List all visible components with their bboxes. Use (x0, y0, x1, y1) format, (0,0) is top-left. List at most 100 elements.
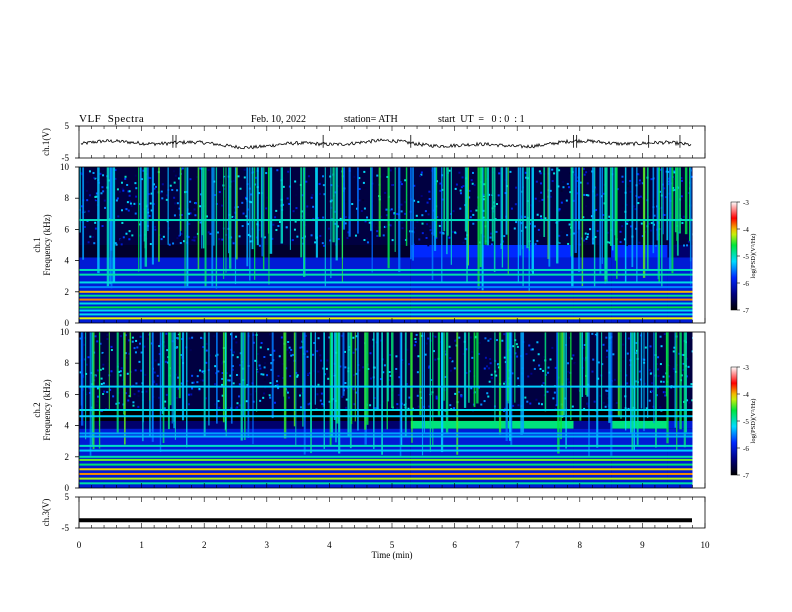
spectrogram-speckle (469, 210, 472, 213)
colorbar-tick-label: -3 (743, 199, 749, 207)
spectrogram-speckle (172, 242, 175, 245)
spectrogram-speckle (320, 359, 323, 362)
spectrogram-speckle (407, 235, 410, 238)
y-tick-label: -5 (62, 523, 70, 533)
spectrogram-speckle (658, 190, 661, 193)
spectrogram-speckle (344, 366, 347, 369)
sferic-streak (522, 332, 525, 434)
spectrogram-speckle (322, 184, 325, 187)
spectrogram-speckle (95, 178, 98, 181)
spectrogram-speckle (472, 222, 475, 225)
sferic-streak (253, 167, 256, 280)
spectrogram-speckle (602, 213, 605, 216)
spectrogram-speckle (176, 202, 179, 205)
sferic-streak (522, 167, 524, 287)
spectrogram-speckle (316, 393, 319, 396)
spectrogram-speckle (663, 333, 666, 336)
spectrogram-speckle (149, 202, 152, 205)
spectrogram-speckle (635, 352, 638, 355)
spectrogram-speckle (418, 238, 421, 241)
spectrogram-speckle (478, 386, 481, 389)
spectrogram-speckle (558, 241, 561, 244)
spectrogram-speckle (282, 203, 285, 206)
sferic-streak (565, 332, 567, 449)
spectrogram-speckle (341, 334, 344, 337)
spectrogram-speckle (217, 370, 220, 373)
spectrogram-speckle (353, 388, 356, 391)
spectrogram-speckle (621, 225, 624, 228)
sferic-streak (387, 332, 389, 402)
spectrogram-speckle (93, 176, 96, 179)
spectrogram-speckle (576, 185, 579, 188)
spectrogram-speckle (662, 375, 665, 378)
spectrogram-speckle (427, 244, 430, 247)
spectrogram-speckle (144, 373, 147, 376)
spectrogram-speckle (175, 396, 178, 399)
sferic-streak (242, 332, 245, 417)
spectrogram-speckle (480, 403, 483, 406)
sferic-streak (646, 167, 649, 271)
spectrogram-speckle (362, 199, 365, 202)
spectrogram-speckle (527, 375, 530, 378)
spectrogram-speckle (218, 238, 221, 241)
spectrogram-speckle (389, 374, 392, 377)
spectrogram-speckle (88, 387, 91, 390)
spectrogram-speckle (625, 244, 628, 247)
spectrogram-noise-band (79, 245, 411, 258)
spectrogram-speckle (239, 364, 242, 367)
spectrogram-speckle (668, 363, 671, 366)
spectrogram-speckle (131, 234, 134, 237)
narrowband-line (79, 290, 693, 293)
sferic-streak (252, 332, 254, 445)
spectrogram-speckle (313, 341, 316, 344)
spectrogram-upper-background (410, 332, 574, 410)
spectrogram-speckle (540, 191, 543, 194)
spectrogram-speckle (115, 199, 118, 202)
spectrogram-speckle (363, 207, 366, 210)
spectrogram-speckle (129, 202, 132, 205)
spectrogram-speckle (458, 336, 461, 339)
narrowband-line (79, 294, 693, 297)
sferic-streak (201, 167, 203, 249)
spectrogram-speckle (363, 187, 366, 190)
sferic-streak (464, 167, 467, 232)
spectrogram-speckle (397, 394, 400, 397)
sferic-streak (391, 332, 394, 409)
spectrogram-speckle (187, 403, 190, 406)
spectrogram-speckle (282, 377, 285, 380)
spectrogram-speckle (256, 360, 259, 363)
spectrogram-speckle (319, 399, 322, 402)
spectrogram-speckle (260, 341, 263, 344)
spectrogram-speckle (214, 365, 217, 368)
spectrogram-speckle (542, 369, 545, 372)
spectrogram-speckle (94, 221, 97, 224)
y-tick-label: 10 (60, 162, 70, 172)
spectrogram-speckle (420, 171, 423, 174)
spectrogram-speckle (667, 170, 670, 173)
spectrogram-speckle (201, 379, 204, 382)
spectrogram-speckle (483, 193, 486, 196)
spectrogram-speckle (269, 353, 272, 356)
spectrogram-speckle (277, 224, 280, 227)
spectrogram-speckle (263, 366, 266, 369)
spectrogram-speckle (263, 392, 266, 395)
spectrogram-speckle (606, 241, 609, 244)
spectrogram-speckle (452, 210, 455, 213)
spectrogram-speckle (232, 216, 235, 219)
spectrogram-speckle (358, 177, 361, 180)
spectrogram-speckle (444, 350, 447, 353)
spectrogram-speckle (209, 354, 212, 357)
spectrogram-speckle (94, 196, 97, 199)
spectrogram-speckle (126, 201, 129, 204)
narrowband-line (79, 455, 693, 458)
spectrogram-speckle (540, 215, 543, 218)
spectrogram-speckle (225, 176, 228, 179)
spectrogram-speckle (551, 388, 554, 391)
sferic-streak (129, 332, 132, 398)
spectrogram-speckle (568, 223, 571, 226)
spectrogram-speckle (196, 381, 199, 384)
x-tick-label: 9 (640, 540, 645, 550)
sferic-streak (463, 332, 467, 408)
sferic-streak (610, 332, 613, 456)
spectrogram-speckle (483, 198, 486, 201)
